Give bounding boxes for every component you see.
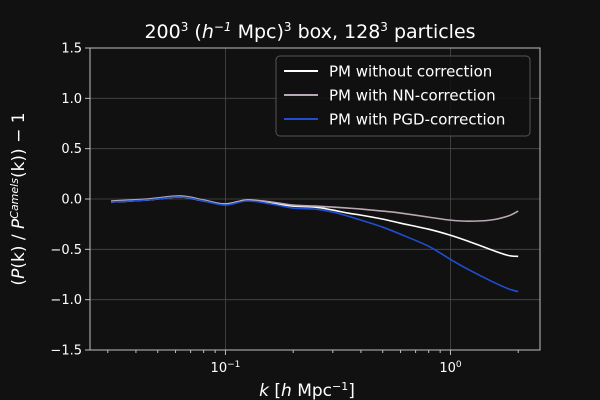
y-tick-label: −1.5: [50, 344, 82, 359]
x-tick-label-base: 10: [439, 361, 456, 376]
x-tick-label: 100: [439, 360, 462, 376]
x-axis-label: k [h Mpc−1]: [259, 380, 355, 400]
legend-label-2: PM with NN-correction: [329, 87, 496, 105]
legend-box: [275, 55, 531, 137]
x-tick-label-exponent: −1: [227, 360, 240, 370]
y-tick-label: 1.0: [61, 92, 82, 107]
x-tick-label: 10−1: [211, 360, 241, 376]
y-tick-label: 0.0: [61, 193, 82, 208]
y-tick-label: 0.5: [61, 142, 82, 157]
legend-label-3: PM with PGD-correction: [329, 111, 505, 129]
legend: PM without correction PM with NN-correcti…: [275, 55, 531, 137]
legend-label-1: PM without correction: [329, 63, 492, 81]
x-tick-label-exponent: 0: [456, 360, 462, 370]
y-tick-label: −1.0: [50, 293, 82, 308]
y-tick-label: −0.5: [50, 243, 82, 258]
series-lines: [110, 195, 519, 293]
series-line-2: [110, 195, 519, 222]
x-tick-label-base: 10: [211, 361, 228, 376]
chart-title: 2003 (h−1 Mpc)3 box, 1283 particles: [144, 20, 475, 43]
y-axis-label: (P(k) / PCamels(k)) − 1: [8, 112, 30, 285]
series-line-3: [110, 196, 519, 293]
ticks: −1.5−1.0−0.50.00.51.01.510−1 100: [50, 42, 519, 376]
y-tick-label: 1.5: [61, 42, 82, 57]
